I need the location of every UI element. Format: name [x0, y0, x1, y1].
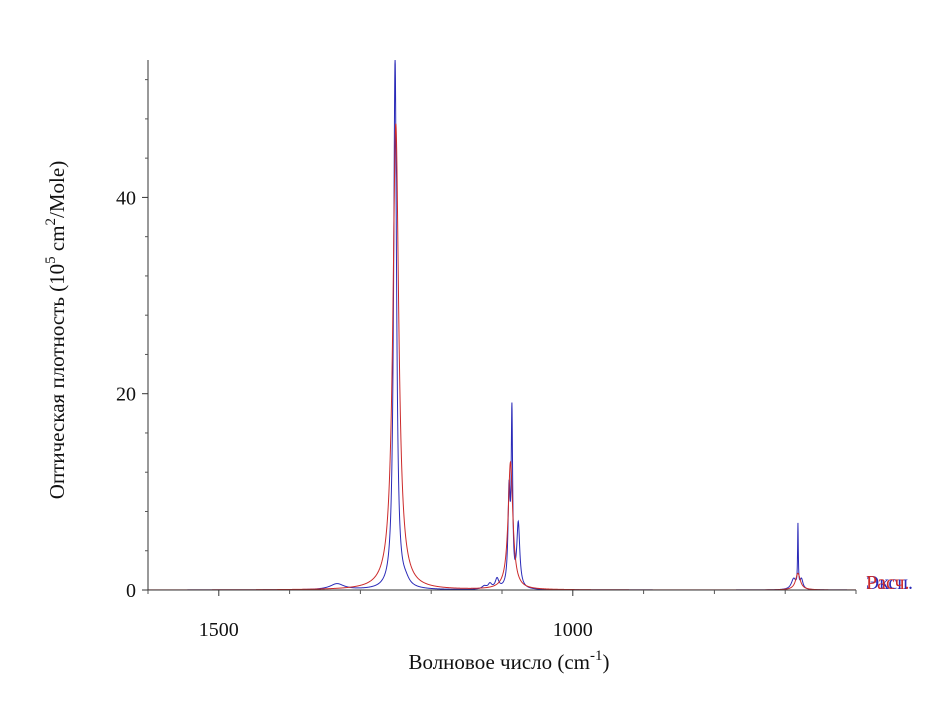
x-tick-label-1000: 1000 [553, 619, 593, 641]
x-axis-title: Волновое число (cm-1) [408, 648, 609, 674]
series-group [147, 59, 856, 591]
axes-group [147, 60, 856, 591]
legend: Эксп. Расч. [866, 572, 913, 594]
x-tick-label-1500: 1500 [199, 619, 239, 641]
series-line-1 [148, 123, 856, 591]
y-axis-title: Оптическая плотность (105 cm2/Mole) [43, 161, 69, 499]
series-line-0 [147, 59, 856, 591]
y-tick-label-0: 0 [126, 580, 136, 602]
legend-entry-calc: Расч. [866, 572, 910, 594]
legend-entry-exp: Эксп. [866, 572, 913, 594]
ticks-group: 1500 1000 0 20 40 [116, 79, 857, 641]
y-tick-label-20: 20 [116, 384, 136, 406]
y-tick-label-40: 40 [116, 187, 136, 209]
